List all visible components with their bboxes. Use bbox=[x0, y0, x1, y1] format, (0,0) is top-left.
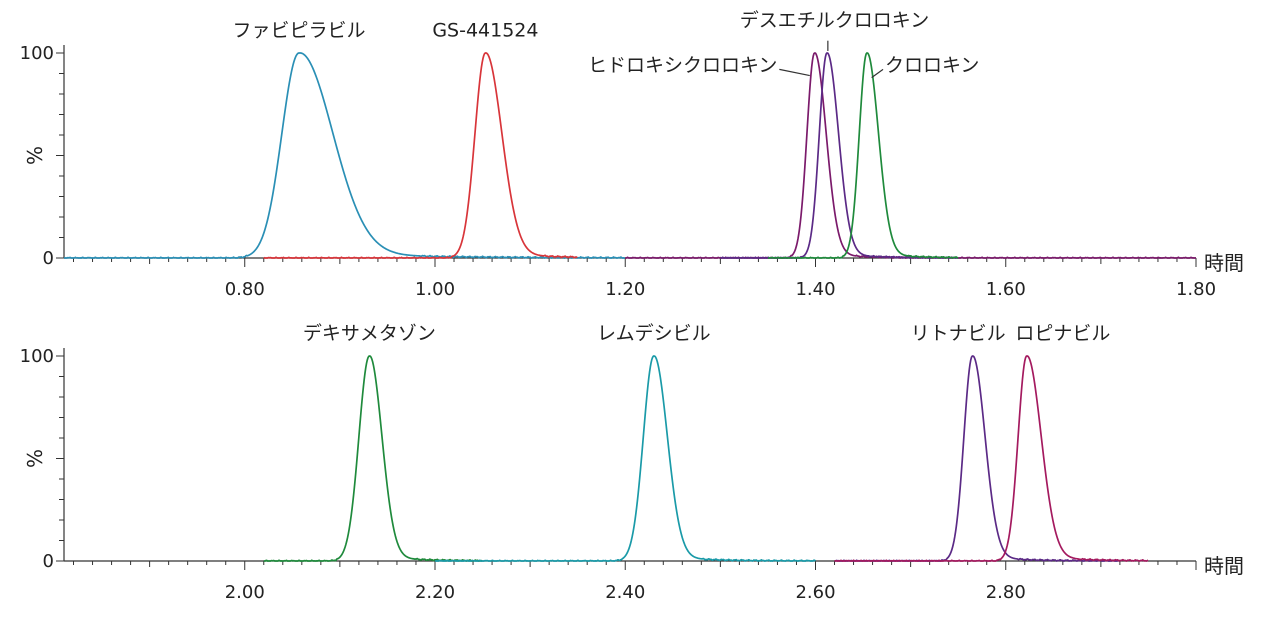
x-tick-label: 2.60 bbox=[795, 582, 835, 603]
annotation-leader-line bbox=[779, 68, 810, 77]
x-tick-label: 2.20 bbox=[415, 582, 455, 603]
y-tick-label: 100 bbox=[20, 346, 54, 367]
series-line-2 bbox=[434, 355, 816, 562]
chart-panel-2: 0 100 2.00 2.20 2.40 2.60 2.80% 時間 デキサメタゾン レムデシビル… bbox=[20, 323, 1244, 603]
series-line-1 bbox=[263, 355, 483, 562]
x-tick-label: 1.00 bbox=[415, 279, 455, 300]
peak-label-5: クロロキン bbox=[885, 54, 979, 76]
series-line-2 bbox=[263, 52, 578, 259]
series-line-4 bbox=[720, 52, 958, 259]
peak-label-4: ヒドロキシクロロキン bbox=[588, 54, 777, 76]
series-line-4 bbox=[834, 355, 1149, 562]
peak-label-4: ロピナビル bbox=[1015, 323, 1110, 345]
x-tick-label: 0.80 bbox=[225, 279, 265, 300]
peak-label-3: デスエチルクロロキン bbox=[740, 9, 929, 31]
peak-label-2: レムデシビル bbox=[597, 323, 711, 345]
x-tick-label: 2.40 bbox=[605, 582, 645, 603]
peak-label-2: GS-441524 bbox=[432, 20, 538, 42]
x-axis-title: 時間 bbox=[1204, 251, 1244, 275]
x-tick-label: 2.80 bbox=[986, 582, 1026, 603]
x-tick-label: 1.80 bbox=[1176, 279, 1216, 300]
series-line-1 bbox=[63, 52, 625, 259]
y-axis-title: % bbox=[23, 146, 47, 165]
peak-label-1: デキサメタゾン bbox=[303, 323, 436, 345]
x-tick-label: 1.40 bbox=[795, 279, 835, 300]
x-tick-label: 1.60 bbox=[986, 279, 1026, 300]
series-line-3 bbox=[834, 355, 1121, 562]
y-tick-label: 0 bbox=[43, 248, 54, 269]
peak-label-1: ファビピラビル bbox=[232, 20, 365, 42]
x-tick-label: 1.20 bbox=[605, 279, 645, 300]
series-line-5 bbox=[767, 52, 959, 259]
series-line-3 bbox=[625, 52, 1197, 259]
x-axis-title: 時間 bbox=[1204, 554, 1244, 578]
y-tick-label: 0 bbox=[43, 551, 54, 572]
y-axis-title: % bbox=[23, 449, 47, 468]
annotation-leader-line bbox=[871, 68, 884, 79]
y-tick-label: 100 bbox=[20, 43, 54, 64]
chart-panel-1: 0 100 0.80 1.00 1.20 1.40 1.60 1.80% 時間 ファビピラビル GS… bbox=[20, 9, 1244, 300]
x-tick-label: 2.00 bbox=[225, 582, 265, 603]
peak-label-3: リトナビル bbox=[911, 323, 1006, 345]
